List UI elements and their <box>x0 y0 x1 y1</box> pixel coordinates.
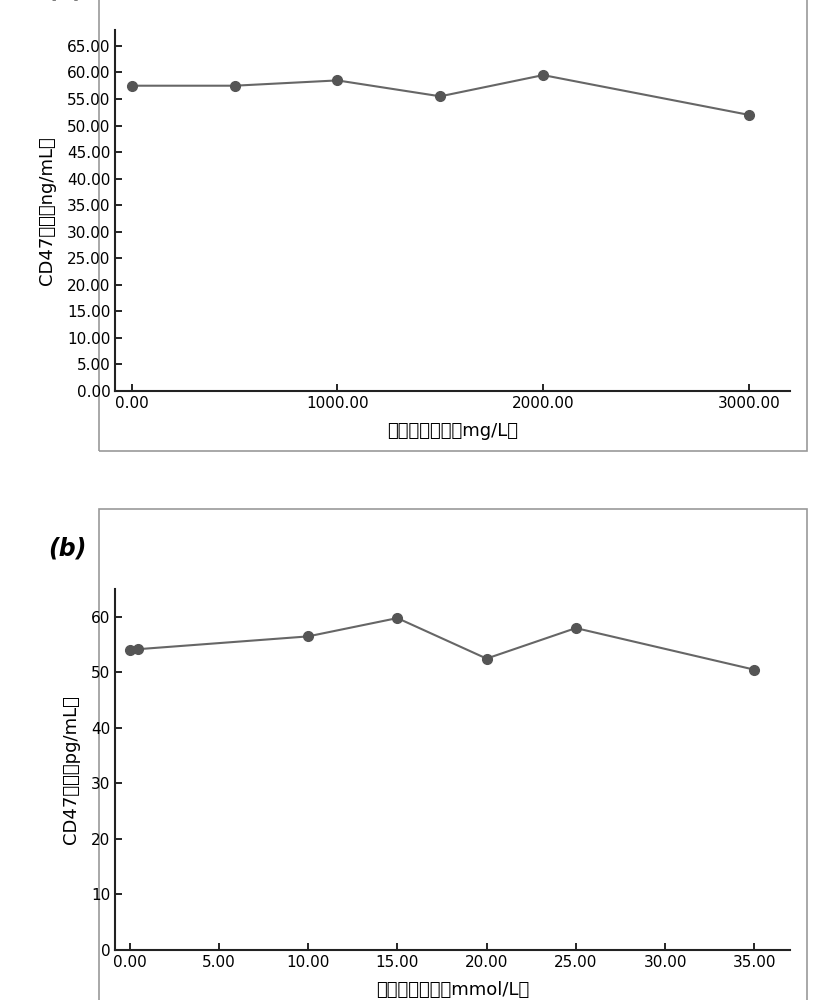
Y-axis label: CD47浓度（ng/mL）: CD47浓度（ng/mL） <box>38 136 56 285</box>
Text: (b): (b) <box>48 536 86 560</box>
X-axis label: 甘油三脂浓度（mmol/L）: 甘油三脂浓度（mmol/L） <box>376 981 529 999</box>
Text: (a): (a) <box>48 0 86 1</box>
X-axis label: 血红蛋白浓度（mg/L）: 血红蛋白浓度（mg/L） <box>387 422 518 440</box>
Y-axis label: CD47浓度（pg/mL）: CD47浓度（pg/mL） <box>62 695 80 844</box>
